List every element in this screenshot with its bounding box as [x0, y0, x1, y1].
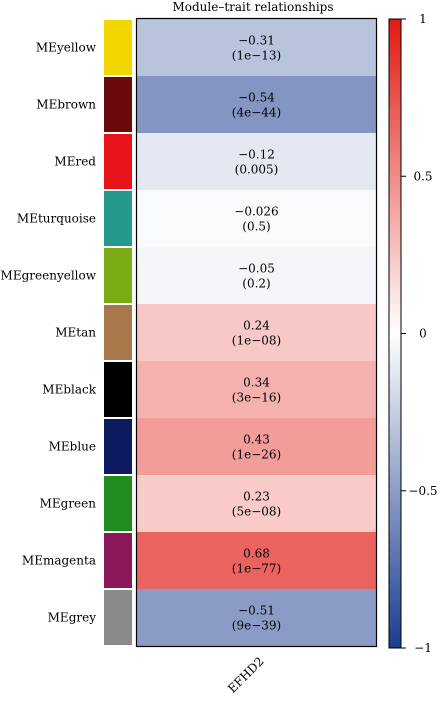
module-label: MEgrey [48, 611, 97, 625]
colorbar-tick-label: 0 [419, 327, 427, 341]
correlation-value: 0.68 [243, 547, 270, 561]
correlation-value: −0.51 [238, 604, 275, 618]
p-value: (3e−16) [232, 391, 281, 405]
p-value: (1e−77) [232, 562, 281, 576]
heatmap-cell [137, 190, 376, 248]
module-swatch [104, 305, 132, 360]
module-swatch [104, 191, 132, 246]
colorbar-tick-label: −1 [414, 641, 432, 655]
module-label: MEturquoise [17, 212, 96, 226]
correlation-value: 0.43 [243, 433, 270, 447]
trait-labels: EFHD2 [225, 654, 267, 696]
module-swatch [104, 590, 132, 645]
heatmap-border [135, 17, 378, 648]
colorbar-gradient [388, 18, 402, 649]
module-labels: MEyellow MEbrown MEred MEturquoise MEgreenye… [1, 41, 97, 625]
module-swatch [104, 134, 132, 189]
chart-title: Module–trait relationships [172, 0, 333, 14]
heatmap-cells: −0.31(1e−13) −0.54(4e−44) −0.12(0.005) −0.0… [137, 19, 376, 647]
p-value: (5e−08) [232, 505, 281, 519]
heatmap-cell [137, 304, 376, 362]
module-swatch [104, 362, 132, 417]
correlation-value: −0.026 [234, 205, 278, 219]
correlation-value: −0.31 [238, 34, 275, 48]
colorbar: 1 0.5 0 −0.5 −1 [388, 12, 438, 655]
module-swatch [104, 77, 132, 132]
module-swatch [104, 419, 132, 474]
module-swatch [104, 533, 132, 588]
correlation-value: 0.23 [243, 490, 270, 504]
module-swatch [104, 20, 132, 75]
trait-label: EFHD2 [225, 654, 267, 696]
module-label: MEgreenyellow [1, 269, 97, 283]
module-color-bar [104, 20, 132, 645]
correlation-value: 0.34 [243, 376, 270, 390]
heatmap-cell [137, 418, 376, 476]
correlation-value: −0.54 [238, 91, 275, 105]
p-value: (0.5) [242, 220, 270, 234]
correlation-value: −0.12 [238, 148, 275, 162]
p-value: (0.2) [242, 277, 270, 291]
heatmap-cell [137, 133, 376, 191]
p-value: (1e−08) [232, 334, 281, 348]
heatmap-cell [137, 361, 376, 419]
colorbar-tick-label: 1 [419, 12, 427, 26]
heatmap-cell [137, 19, 376, 77]
heatmap-cell [137, 589, 376, 647]
p-value: (0.005) [235, 163, 279, 177]
heatmap-cell [137, 76, 376, 134]
heatmap-cell [137, 532, 376, 590]
heatmap-cell [137, 475, 376, 533]
module-label: MEmagenta [22, 554, 96, 568]
p-value: (1e−13) [232, 49, 281, 63]
p-value: (4e−44) [232, 106, 281, 120]
module-label: MEred [54, 155, 96, 169]
colorbar-tick-label: 0.5 [413, 169, 432, 183]
module-label: MEblue [49, 440, 96, 454]
correlation-value: −0.05 [238, 262, 275, 276]
module-label: MEgreen [40, 497, 97, 511]
correlation-value: 0.24 [243, 319, 270, 333]
p-value: (1e−26) [232, 448, 281, 462]
colorbar-tick-label: −0.5 [408, 484, 437, 498]
heatmap-cell [137, 247, 376, 305]
p-value: (9e−39) [232, 619, 281, 633]
module-label: MEtan [55, 326, 96, 340]
module-label: MEyellow [36, 41, 97, 55]
module-label: MEblack [42, 383, 96, 397]
module-label: MEbrown [36, 98, 96, 112]
module-swatch [104, 248, 132, 303]
module-swatch [104, 476, 132, 531]
